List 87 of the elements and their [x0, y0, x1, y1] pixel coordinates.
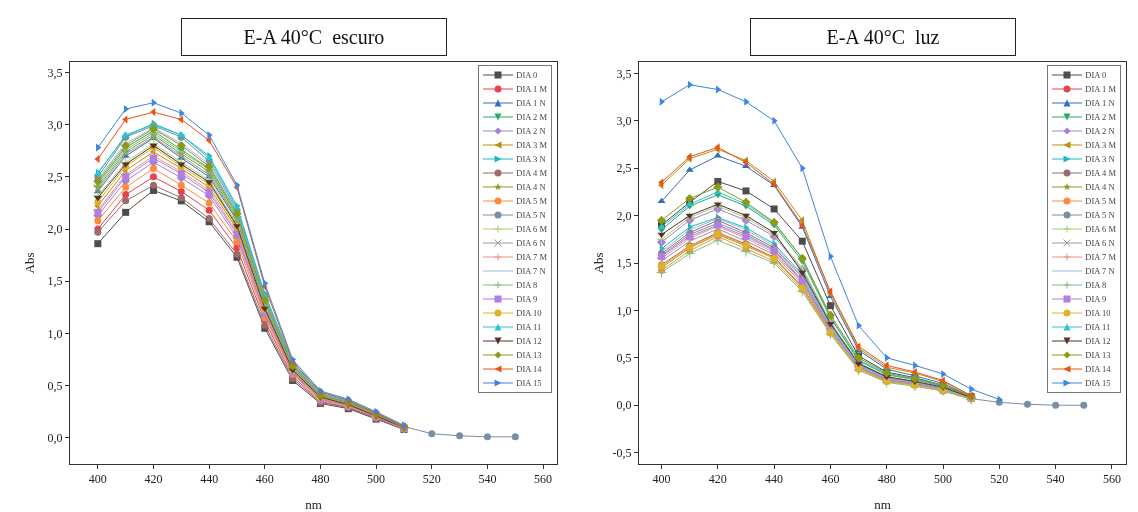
- legend-label: DIA 1 M: [516, 83, 547, 96]
- y-tick-label: 0,0: [47, 431, 63, 446]
- legend-label: DIA 11: [1085, 321, 1111, 334]
- y-tick-label: 1,0: [616, 303, 632, 318]
- y-tick-label: 3,0: [616, 113, 632, 128]
- y-axis-title: Abs: [22, 252, 37, 274]
- y-tick-label: 0,5: [47, 378, 63, 393]
- legend-label: DIA 3 N: [1085, 153, 1115, 166]
- x-axis-title: nm: [305, 497, 322, 512]
- x-tick-label: 520: [990, 472, 1009, 487]
- y-tick-label: 0,0: [616, 398, 632, 413]
- legend-label: DIA 9: [1085, 293, 1107, 306]
- legend-label: DIA 2 N: [1085, 125, 1115, 138]
- legend-label: DIA 2 M: [1085, 111, 1116, 124]
- legend-label: DIA 4 N: [1085, 181, 1115, 194]
- x-tick-label: 560: [1102, 472, 1121, 487]
- legend-label: DIA 9: [516, 293, 538, 306]
- y-tick-label: 2,0: [47, 222, 63, 237]
- legend-label: DIA 12: [1085, 335, 1111, 348]
- x-tick-label: 440: [200, 472, 219, 487]
- x-tick-label: 440: [765, 472, 784, 487]
- legend-label: DIA 5 N: [1085, 209, 1115, 222]
- legend-label: DIA 5 M: [1085, 195, 1116, 208]
- x-tick-label: 520: [422, 472, 441, 487]
- legend-label: DIA 13: [1085, 349, 1111, 362]
- y-tick-label: 3,5: [47, 65, 63, 80]
- legend-label: DIA 7 N: [1085, 265, 1115, 278]
- legend-label: DIA 6 N: [516, 237, 546, 250]
- x-tick-label: 420: [708, 472, 727, 487]
- chart-title: E-A 40°C luz: [826, 26, 940, 48]
- legend-label: DIA 4 N: [516, 181, 546, 194]
- legend-label: DIA 1 N: [516, 97, 546, 110]
- legend-label: DIA 8: [1085, 279, 1107, 292]
- chart-title: E-A 40°C escuro: [243, 26, 385, 48]
- legend-label: DIA 0: [516, 69, 538, 82]
- y-tick-label: 1,0: [47, 326, 63, 341]
- legend-label: DIA 2 N: [516, 125, 546, 138]
- x-tick-label: 540: [1046, 472, 1065, 487]
- legend-label: DIA 14: [1085, 363, 1111, 376]
- legend-label: DIA 10: [1085, 307, 1111, 320]
- legend-label: DIA 7 M: [1085, 251, 1116, 264]
- x-tick-label: 500: [934, 472, 953, 487]
- x-tick-label: 420: [144, 472, 163, 487]
- y-tick-label: -0,5: [612, 445, 632, 460]
- legend-label: DIA 2 M: [516, 111, 547, 124]
- y-tick-label: 2,5: [616, 161, 632, 176]
- y-tick-label: 2,0: [616, 208, 632, 223]
- x-tick-label: 540: [478, 472, 497, 487]
- legend-label: DIA 4 M: [1085, 167, 1116, 180]
- legend-label: DIA 1 M: [1085, 83, 1116, 96]
- x-tick-label: 500: [367, 472, 386, 487]
- x-tick-label: 460: [821, 472, 840, 487]
- y-tick-label: 1,5: [47, 274, 63, 289]
- legend-label: DIA 15: [516, 377, 542, 390]
- legend-label: DIA 10: [516, 307, 542, 320]
- legend-label: DIA 3 N: [516, 153, 546, 166]
- x-tick-label: 560: [534, 472, 553, 487]
- legend-label: DIA 7 M: [516, 251, 547, 264]
- y-tick-label: 1,5: [616, 256, 632, 271]
- x-tick-label: 400: [88, 472, 107, 487]
- x-tick-label: 460: [255, 472, 274, 487]
- y-tick-label: 3,0: [47, 117, 63, 132]
- legend-label: DIA 6 M: [516, 223, 547, 236]
- legend-label: DIA 1 N: [1085, 97, 1115, 110]
- legend-label: DIA 6 M: [1085, 223, 1116, 236]
- legend-label: DIA 6 N: [1085, 237, 1115, 250]
- legend-label: DIA 5 M: [516, 195, 547, 208]
- y-tick-label: 2,5: [47, 170, 63, 185]
- y-axis-title: Abs: [591, 252, 606, 274]
- legend-label: DIA 12: [516, 335, 542, 348]
- legend-label: DIA 11: [516, 321, 542, 334]
- x-tick-label: 480: [311, 472, 330, 487]
- legend-label: DIA 8: [516, 279, 538, 292]
- y-tick-label: 3,5: [616, 66, 632, 81]
- x-tick-label: 480: [877, 472, 896, 487]
- legend-label: DIA 4 M: [516, 167, 547, 180]
- legend-label: DIA 15: [1085, 377, 1111, 390]
- legend-label: DIA 5 N: [516, 209, 546, 222]
- legend-label: DIA 13: [516, 349, 542, 362]
- x-axis-title: nm: [874, 497, 891, 512]
- legend-label: DIA 3 M: [1085, 139, 1116, 152]
- legend-label: DIA 7 N: [516, 265, 546, 278]
- y-tick-label: 0,5: [616, 351, 632, 366]
- x-tick-label: 400: [652, 472, 671, 487]
- legend-label: DIA 0: [1085, 69, 1107, 82]
- legend-label: DIA 14: [516, 363, 542, 376]
- legend-label: DIA 3 M: [516, 139, 547, 152]
